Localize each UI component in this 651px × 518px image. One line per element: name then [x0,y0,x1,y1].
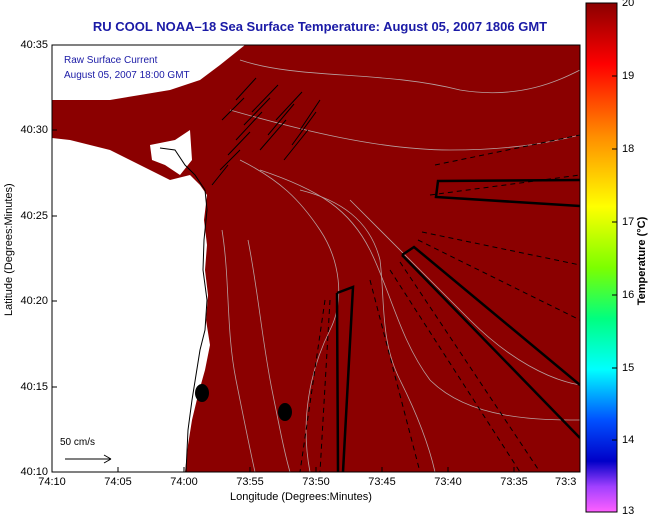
dashed-transects [299,134,580,472]
y-tick-label: 40:35 [20,39,48,51]
colorbar-tick-label: 17 [622,216,635,228]
y-tick-label: 40:20 [20,295,48,307]
x-tick-label: 73:40 [434,476,462,488]
x-axis-title: Longitude (Degrees:Minutes) [230,491,372,503]
colorbar-tick-label: 14 [622,434,635,446]
x-tick-label: 73:3 [555,476,577,488]
colorbar [585,2,618,513]
surface-current-vectors [211,77,321,186]
y-tick-label: 40:30 [20,124,48,136]
colorbar-tick-label: 13 [622,505,635,517]
coastline [185,189,208,472]
y-axis-title: Latitude (Degrees:Minutes) [3,183,15,316]
colorbar-title: Temperature (°C) [636,216,648,306]
x-tick-label: 74:00 [170,476,198,488]
axis-ticks [52,44,515,473]
colorbar-tick-label: 15 [622,362,635,374]
station-marker-2 [278,403,292,421]
x-tick-label: 74:10 [38,476,66,488]
scale-bar-label: 50 cm/s [60,437,96,448]
scale-arrow [65,454,112,464]
y-tick-label: 40:10 [20,466,48,478]
x-tick-label: 74:05 [104,476,132,488]
x-tick-label: 73:45 [368,476,396,488]
legend-current-date: August 05, 2007 18:00 GMT [64,70,190,81]
study-polygons [335,178,580,472]
y-tick-label: 40:15 [20,381,48,393]
x-tick-label: 73:50 [302,476,330,488]
colorbar-tick-label: 18 [622,143,635,155]
y-tick-label: 40:25 [20,210,48,222]
colorbar-tick-label: 20 [622,0,635,9]
station-marker-1 [195,384,209,402]
x-tick-label: 73:35 [500,476,528,488]
x-tick-label: 73:55 [236,476,264,488]
map-title: RU COOL NOAA–18 Sea Surface Temperature:… [92,19,548,34]
land-patch [150,130,192,175]
land-mass [52,140,204,472]
legend-current-label: Raw Surface Current [64,55,158,66]
colorbar-tick-label: 19 [622,70,635,82]
colorbar-tick-label: 16 [622,289,635,301]
map-area [52,45,580,472]
colorbar-ticks [612,75,617,441]
